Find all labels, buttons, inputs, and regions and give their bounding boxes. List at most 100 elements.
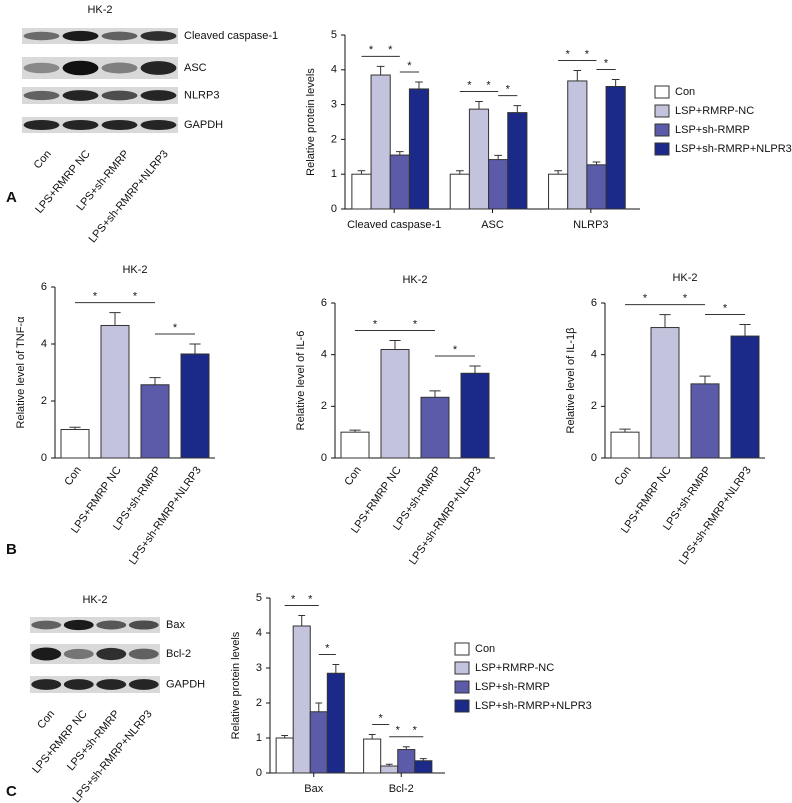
x-tick-label: Con xyxy=(62,465,83,488)
y-tick-label: 3 xyxy=(331,99,337,111)
blot-band xyxy=(63,648,94,660)
bar xyxy=(326,672,345,774)
significance-label: * xyxy=(325,642,330,654)
error-bar xyxy=(315,702,323,712)
error-bar xyxy=(189,343,201,354)
chart-title: HK-2 xyxy=(122,264,147,276)
error-bar xyxy=(298,615,306,626)
y-tick-label: 0 xyxy=(321,452,327,464)
blot-band xyxy=(62,90,99,101)
significance-label: * xyxy=(133,291,138,303)
error-bar xyxy=(699,375,711,384)
y-tick-label: 4 xyxy=(321,349,327,361)
y-tick-label: 4 xyxy=(331,64,337,76)
significance-label: * xyxy=(373,318,378,330)
blot-row-label: Bcl-2 xyxy=(166,648,191,660)
x-tick-label: LPS+sh-RMRP+NLRP3 xyxy=(677,465,754,568)
chart-title: HK-2 xyxy=(672,272,697,284)
legend-swatch xyxy=(654,142,670,156)
significance-label: * xyxy=(643,293,648,305)
y-axis-label: Relative protein levels xyxy=(305,68,317,176)
y-tick-label: 4 xyxy=(41,338,47,350)
y-tick-label: 2 xyxy=(256,697,262,709)
bar xyxy=(650,327,680,459)
significance-label: * xyxy=(723,302,728,314)
bar xyxy=(380,765,399,774)
legend-label: LSP+sh-RMRP xyxy=(675,124,750,136)
significance-label: * xyxy=(173,322,178,334)
blot-row-label: ASC xyxy=(184,62,207,74)
blot-title: HK-2 xyxy=(87,4,112,16)
blot-background xyxy=(22,117,178,133)
bar xyxy=(548,173,569,210)
blot-band xyxy=(101,119,138,131)
y-tick-label: 0 xyxy=(256,767,262,779)
legend-label: LSP+RMRP-NC xyxy=(675,105,754,117)
legend-label: Con xyxy=(675,86,695,98)
error-bar xyxy=(739,323,751,337)
bar xyxy=(468,108,490,210)
error-bar xyxy=(109,312,121,326)
blot-background xyxy=(30,644,160,664)
blot-band xyxy=(128,620,159,630)
blot-band xyxy=(128,679,159,690)
error-bar xyxy=(281,735,289,738)
significance-label: * xyxy=(407,60,412,72)
bar xyxy=(408,88,430,210)
legend-swatch xyxy=(454,680,470,694)
bar xyxy=(414,760,433,774)
blot-band xyxy=(96,647,127,661)
bar xyxy=(586,164,607,210)
y-tick-label: 4 xyxy=(591,349,597,361)
bar xyxy=(140,384,170,459)
error-bar xyxy=(659,314,671,328)
significance-label: * xyxy=(453,344,458,356)
legend-label: LSP+sh-RMRP xyxy=(475,681,550,693)
x-tick-label: Bax xyxy=(304,783,323,795)
y-axis-label: Relative level of TNF-α xyxy=(15,316,27,429)
error-bar xyxy=(395,151,404,156)
y-tick-label: 6 xyxy=(591,297,597,309)
bar xyxy=(363,738,382,774)
bar xyxy=(460,372,490,459)
blot-band xyxy=(23,62,60,74)
legend-swatch xyxy=(454,642,470,656)
bar xyxy=(605,86,626,210)
blot-background xyxy=(22,57,178,79)
bar xyxy=(507,112,528,210)
error-bar xyxy=(385,763,393,766)
legend-label: LSP+RMRP-NC xyxy=(475,662,554,674)
blot-row-label: GAPDH xyxy=(166,678,205,690)
legend-label: Con xyxy=(475,643,495,655)
x-tick-label: NLRP3 xyxy=(573,219,608,231)
legend-swatch xyxy=(654,123,670,137)
bar xyxy=(730,335,760,459)
blot-band xyxy=(31,647,62,661)
blot-lane-label: Con xyxy=(32,148,54,171)
error-bar xyxy=(415,81,423,89)
blot-band xyxy=(101,31,138,41)
blot-band xyxy=(101,62,138,74)
x-tick-label: Con xyxy=(342,465,363,488)
x-tick-label: Cleaved caspase-1 xyxy=(347,219,441,231)
error-bar xyxy=(429,390,441,398)
blot-band xyxy=(31,620,62,630)
y-tick-label: 6 xyxy=(321,297,327,309)
chart-title: HK-2 xyxy=(402,274,427,286)
blot-row-label: GAPDH xyxy=(184,119,223,131)
x-tick-label: Con xyxy=(612,465,633,488)
y-tick-label: 1 xyxy=(256,732,262,744)
bar xyxy=(449,173,470,210)
error-bar xyxy=(494,154,502,160)
blot-row-label: Cleaved caspase-1 xyxy=(184,30,278,42)
y-tick-label: 0 xyxy=(591,452,597,464)
significance-label: * xyxy=(413,318,418,330)
y-tick-label: 0 xyxy=(331,203,337,215)
significance-label: * xyxy=(585,48,590,60)
y-axis-label: Relative level of IL-1β xyxy=(565,328,577,434)
blot-band xyxy=(23,31,60,41)
error-bar xyxy=(389,339,401,350)
error-bar xyxy=(619,428,631,433)
blot-band xyxy=(23,90,60,101)
bar xyxy=(380,349,410,459)
